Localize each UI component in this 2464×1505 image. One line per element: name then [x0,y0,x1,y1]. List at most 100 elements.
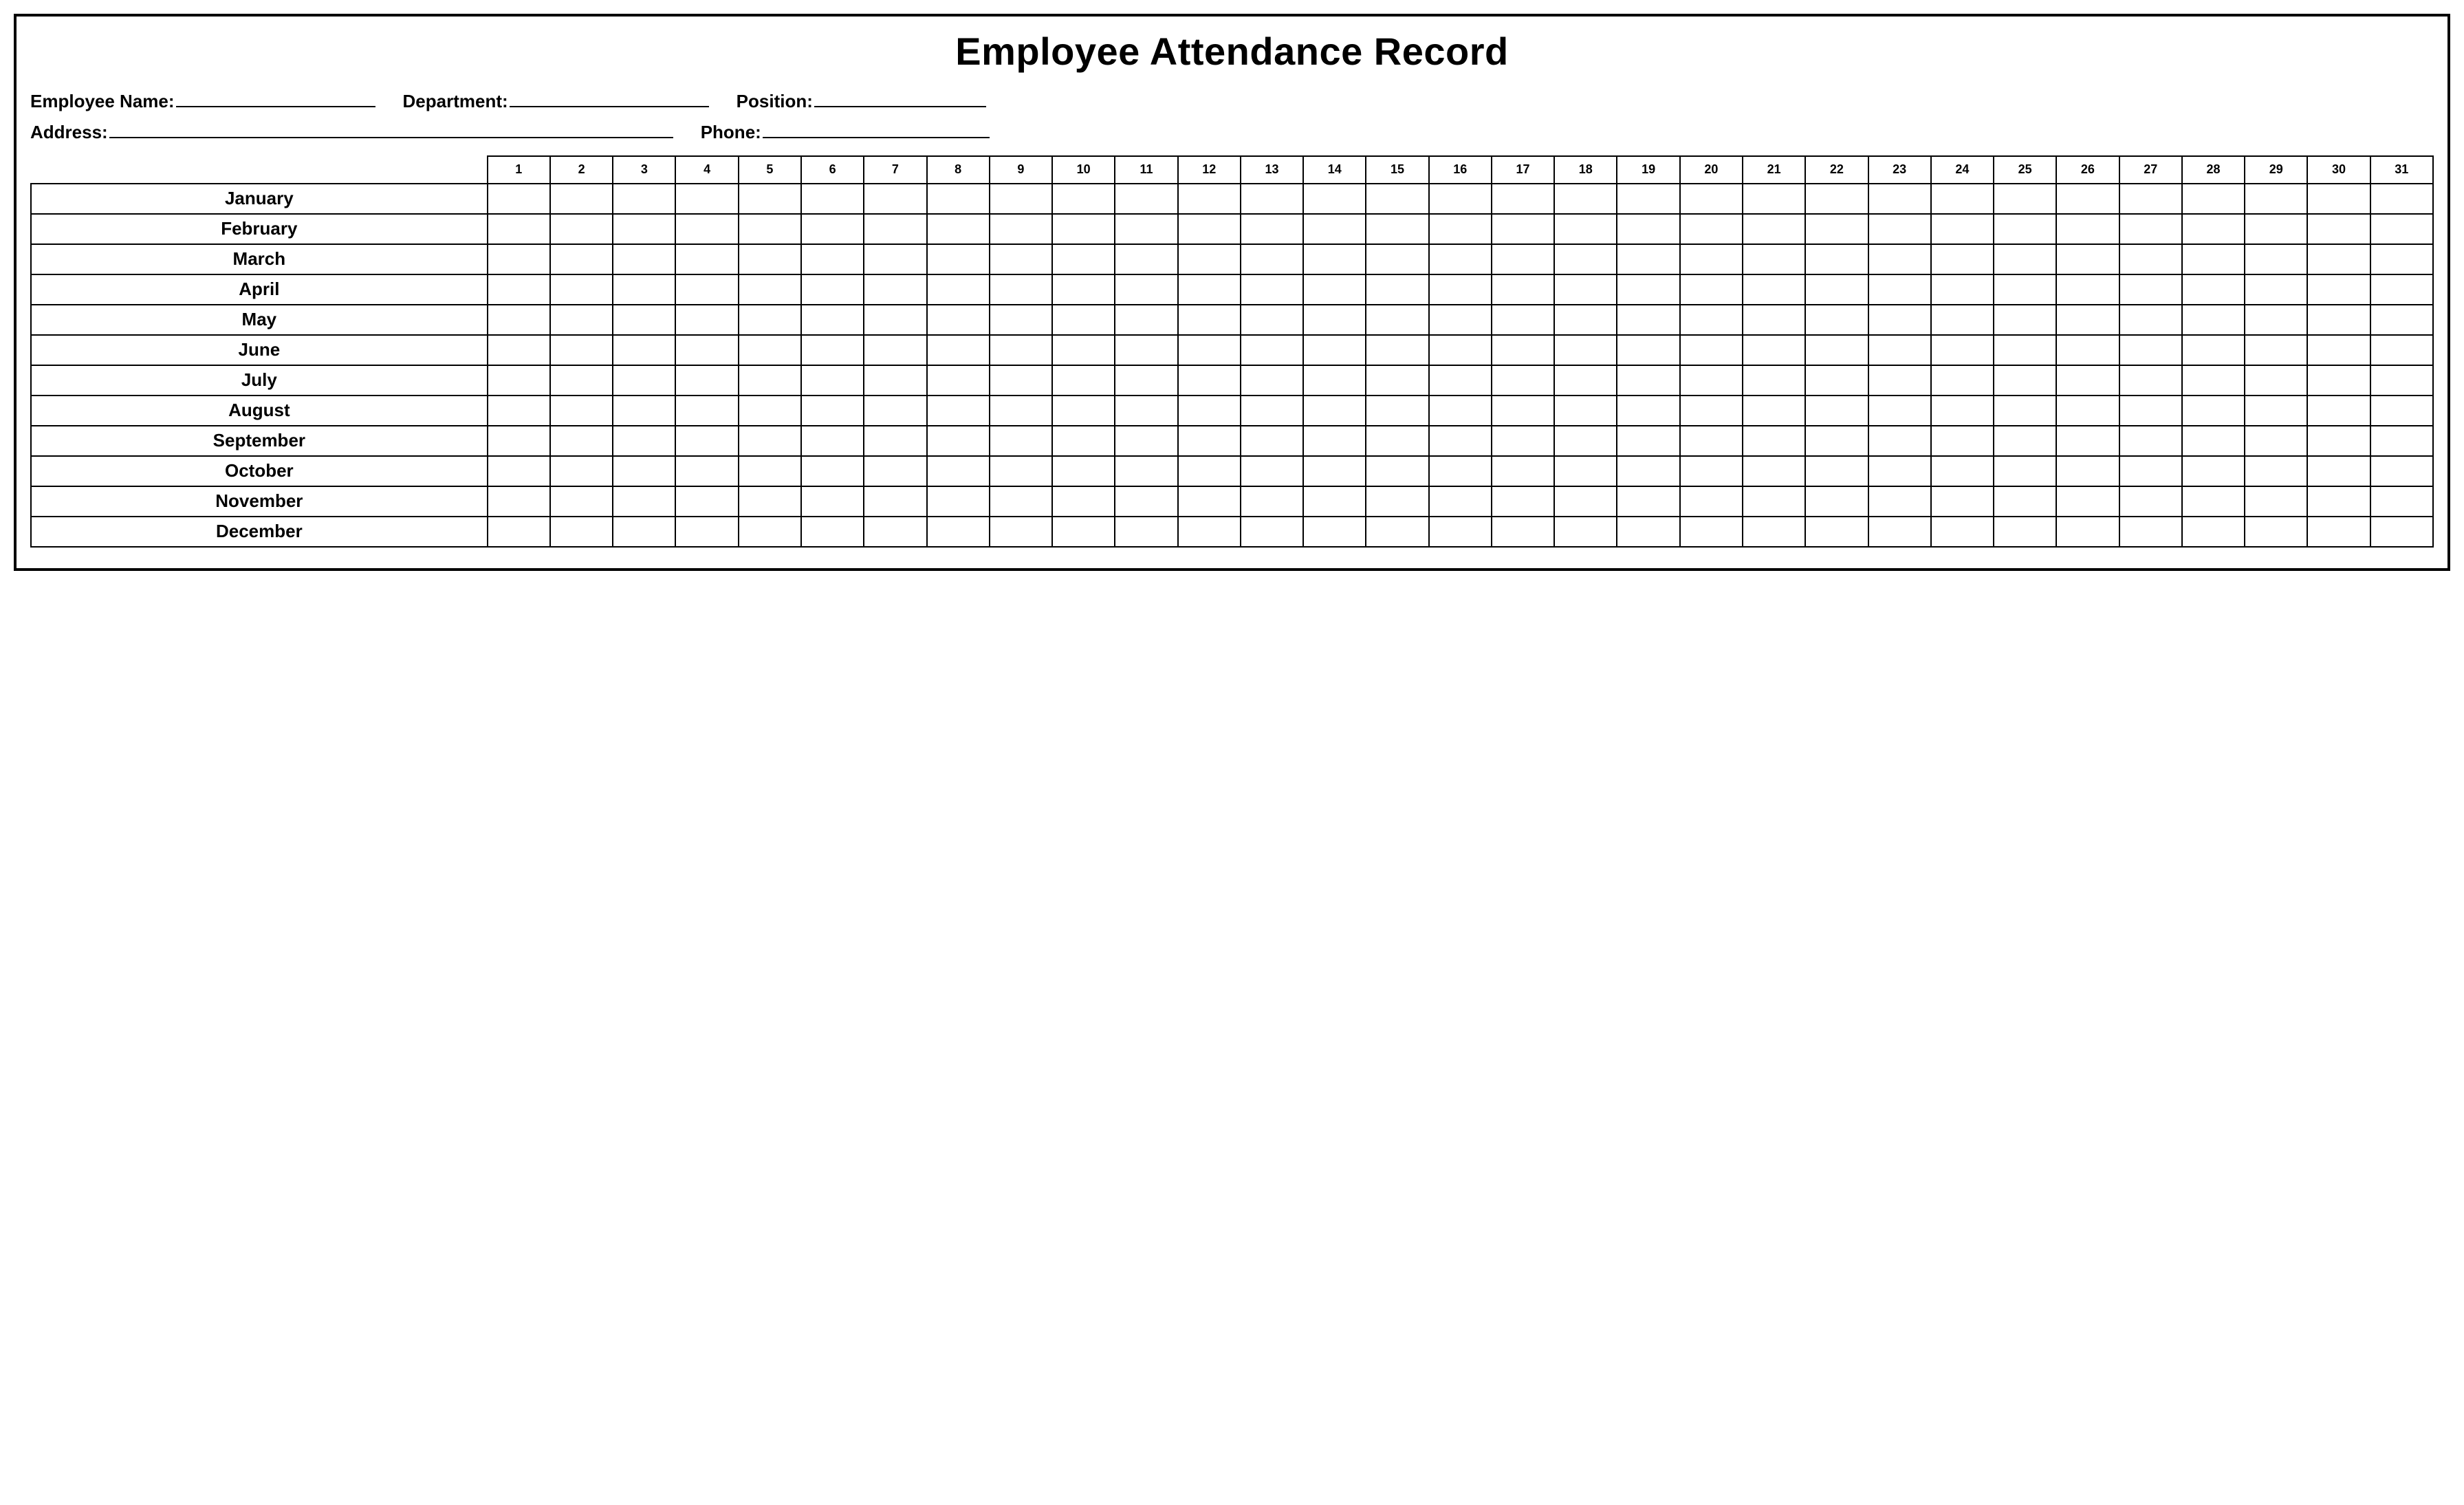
attendance-cell[interactable] [2245,486,2307,517]
attendance-cell[interactable] [801,244,864,274]
attendance-cell[interactable] [739,426,801,456]
attendance-cell[interactable] [739,274,801,305]
attendance-cell[interactable] [1178,396,1241,426]
attendance-cell[interactable] [2056,305,2119,335]
attendance-cell[interactable] [990,274,1052,305]
attendance-cell[interactable] [1366,335,1428,365]
attendance-cell[interactable] [990,244,1052,274]
attendance-cell[interactable] [1492,517,1554,547]
attendance-cell[interactable] [1178,274,1241,305]
attendance-cell[interactable] [1115,274,1177,305]
attendance-cell[interactable] [1617,486,1679,517]
attendance-cell[interactable] [1680,486,1743,517]
attendance-cell[interactable] [2056,214,2119,244]
attendance-cell[interactable] [864,365,926,396]
attendance-cell[interactable] [739,214,801,244]
attendance-cell[interactable] [1994,335,2056,365]
attendance-cell[interactable] [1492,184,1554,214]
attendance-cell[interactable] [1805,517,1868,547]
attendance-cell[interactable] [739,365,801,396]
attendance-cell[interactable] [2245,214,2307,244]
attendance-cell[interactable] [2370,426,2433,456]
attendance-cell[interactable] [488,426,550,456]
attendance-cell[interactable] [1743,305,1805,335]
attendance-cell[interactable] [675,486,738,517]
attendance-cell[interactable] [2370,335,2433,365]
attendance-cell[interactable] [1680,214,1743,244]
attendance-cell[interactable] [2370,365,2433,396]
attendance-cell[interactable] [675,244,738,274]
attendance-cell[interactable] [1241,486,1303,517]
attendance-cell[interactable] [550,365,613,396]
attendance-cell[interactable] [1492,456,1554,486]
attendance-cell[interactable] [550,426,613,456]
attendance-cell[interactable] [2182,244,2245,274]
attendance-cell[interactable] [2182,214,2245,244]
blank-line[interactable] [510,89,709,107]
attendance-cell[interactable] [1366,486,1428,517]
attendance-cell[interactable] [1994,184,2056,214]
attendance-cell[interactable] [2307,305,2370,335]
attendance-cell[interactable] [1868,274,1931,305]
attendance-cell[interactable] [2370,244,2433,274]
attendance-cell[interactable] [613,426,675,456]
attendance-cell[interactable] [927,426,990,456]
attendance-cell[interactable] [1805,184,1868,214]
attendance-cell[interactable] [2119,214,2182,244]
attendance-cell[interactable] [864,244,926,274]
attendance-cell[interactable] [1931,274,1994,305]
attendance-cell[interactable] [2056,335,2119,365]
attendance-cell[interactable] [990,365,1052,396]
attendance-cell[interactable] [2119,426,2182,456]
attendance-cell[interactable] [1052,396,1115,426]
attendance-cell[interactable] [1115,305,1177,335]
attendance-cell[interactable] [1805,244,1868,274]
attendance-cell[interactable] [2307,365,2370,396]
attendance-cell[interactable] [550,517,613,547]
attendance-cell[interactable] [801,274,864,305]
attendance-cell[interactable] [1931,396,1994,426]
attendance-cell[interactable] [801,305,864,335]
attendance-cell[interactable] [1617,184,1679,214]
attendance-cell[interactable] [1429,244,1492,274]
attendance-cell[interactable] [1366,184,1428,214]
attendance-cell[interactable] [801,184,864,214]
attendance-cell[interactable] [1554,274,1617,305]
attendance-cell[interactable] [2056,396,2119,426]
attendance-cell[interactable] [2182,426,2245,456]
attendance-cell[interactable] [2119,305,2182,335]
attendance-cell[interactable] [675,426,738,456]
attendance-cell[interactable] [2245,274,2307,305]
attendance-cell[interactable] [675,335,738,365]
attendance-cell[interactable] [1680,396,1743,426]
attendance-cell[interactable] [2245,396,2307,426]
attendance-cell[interactable] [2056,426,2119,456]
attendance-cell[interactable] [927,517,990,547]
blank-line[interactable] [814,89,986,107]
attendance-cell[interactable] [990,335,1052,365]
attendance-cell[interactable] [1931,426,1994,456]
attendance-cell[interactable] [1805,335,1868,365]
attendance-cell[interactable] [1241,214,1303,244]
attendance-cell[interactable] [1492,426,1554,456]
attendance-cell[interactable] [801,486,864,517]
attendance-cell[interactable] [1617,426,1679,456]
attendance-cell[interactable] [1241,184,1303,214]
attendance-cell[interactable] [990,396,1052,426]
attendance-cell[interactable] [1805,274,1868,305]
attendance-cell[interactable] [675,214,738,244]
attendance-cell[interactable] [1931,486,1994,517]
attendance-cell[interactable] [1805,305,1868,335]
attendance-cell[interactable] [550,396,613,426]
attendance-cell[interactable] [613,274,675,305]
attendance-cell[interactable] [1931,305,1994,335]
attendance-cell[interactable] [927,244,990,274]
attendance-cell[interactable] [1805,214,1868,244]
attendance-cell[interactable] [550,305,613,335]
attendance-cell[interactable] [1178,244,1241,274]
attendance-cell[interactable] [1743,214,1805,244]
attendance-cell[interactable] [990,486,1052,517]
attendance-cell[interactable] [1429,396,1492,426]
attendance-cell[interactable] [488,184,550,214]
attendance-cell[interactable] [1052,335,1115,365]
